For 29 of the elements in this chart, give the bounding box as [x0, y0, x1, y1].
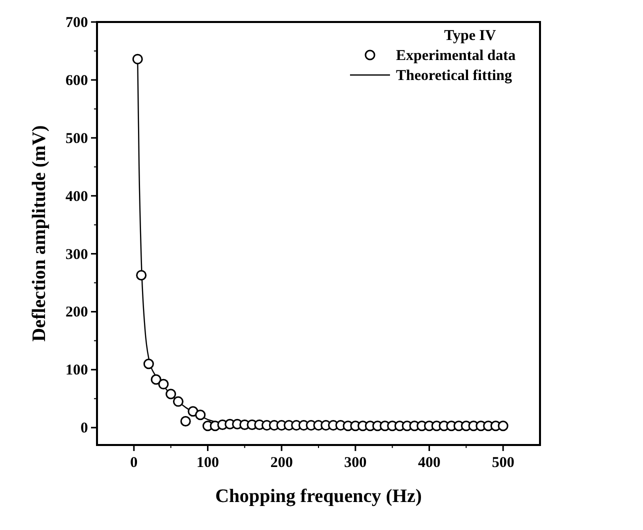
point — [143, 358, 154, 370]
y-axis-title: Deflection amplitude (mV) — [29, 125, 50, 342]
point — [158, 378, 169, 390]
y-tick-label: 0 — [80, 420, 88, 437]
point — [132, 54, 143, 64]
y-tick-label: 400 — [66, 188, 88, 205]
y-tick-label: 100 — [66, 362, 88, 379]
x-tick-label: 0 — [130, 455, 138, 471]
y-tick-label: 600 — [66, 72, 88, 89]
point — [195, 410, 206, 420]
x-tick-label: 500 — [492, 455, 514, 471]
y-tick-label: 700 — [66, 15, 88, 31]
legend-title: Type IV — [444, 28, 496, 44]
x-axis-title: Chopping frequency (Hz) — [215, 486, 422, 507]
legend-label: Experimental data — [396, 48, 516, 64]
point — [498, 420, 508, 432]
x-tick-label: 100 — [196, 455, 219, 471]
y-tick-label: 200 — [66, 304, 88, 321]
point — [150, 374, 162, 385]
point — [166, 388, 176, 400]
point — [172, 396, 184, 407]
x-tick-label: 200 — [270, 455, 293, 471]
x-tick-label: 400 — [418, 455, 440, 471]
y-tick-label: 500 — [66, 130, 88, 147]
x-tick-label: 300 — [344, 455, 367, 471]
point — [136, 270, 147, 280]
point — [180, 416, 191, 426]
legend-label: Theoretical fitting — [396, 68, 512, 84]
y-tick-label: 300 — [66, 246, 88, 263]
